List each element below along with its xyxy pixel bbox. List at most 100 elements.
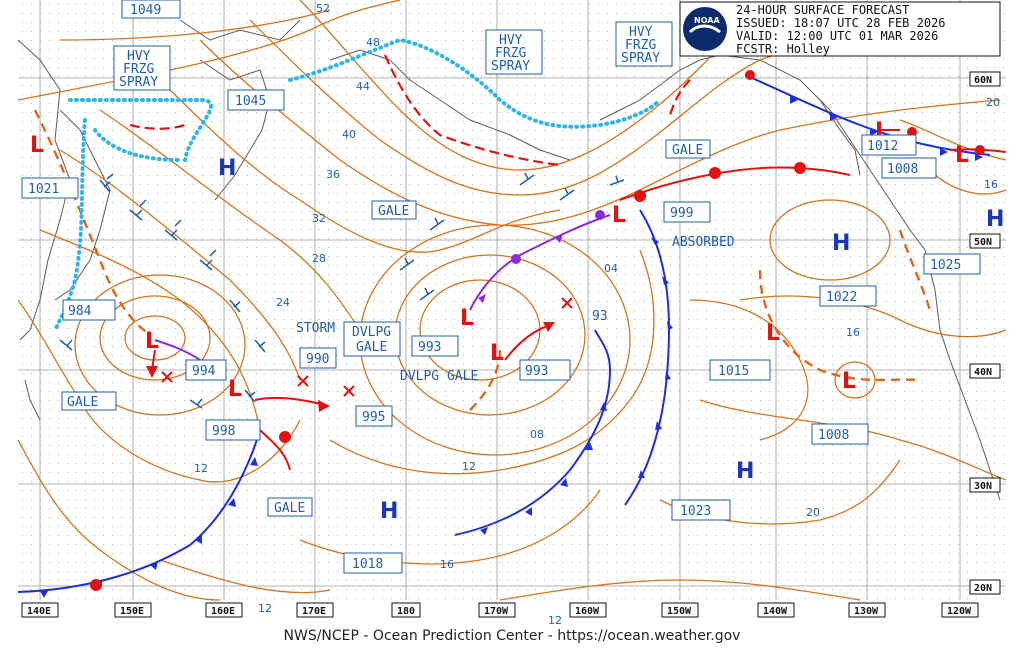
latitude-labels: 60N 50N 40N 30N 20N: [969, 71, 1001, 595]
pressure-label: 993: [418, 340, 441, 355]
pressure-label: 1049: [130, 3, 161, 18]
pressure-label: 1023: [680, 504, 711, 519]
lat-label: 60N: [974, 75, 992, 86]
lon-label: 140E: [27, 606, 51, 617]
lon-label: 160W: [575, 606, 600, 617]
isobar-value: 48: [366, 36, 380, 49]
pressure-label: 1008: [887, 162, 918, 177]
pressure-label: 984: [68, 304, 92, 319]
pressure-label: 990: [306, 352, 329, 367]
high-centers: H H H H H: [218, 156, 1004, 524]
pressure-label: 1022: [826, 290, 857, 305]
lat-label: 40N: [974, 367, 992, 378]
isobar-value: 16: [984, 178, 998, 191]
lon-label: 170W: [484, 606, 509, 617]
high-symbol: H: [832, 231, 850, 256]
spray-label: SPRAY: [621, 51, 660, 66]
spray-label: SPRAY: [491, 59, 530, 74]
isobar-value: 24: [276, 296, 290, 309]
new-label: STORM: [296, 321, 335, 336]
low-symbol: L: [490, 341, 504, 366]
lon-label: 170E: [302, 606, 326, 617]
longitude-labels: 140E 150E 160E 170E 180 170W 160W 150W 1…: [21, 602, 979, 618]
isobar-value: 12: [462, 460, 476, 473]
gale-label: GALE: [274, 501, 305, 516]
isobar-labels: 52 48 44 40 36 32 28 24 20 16 12 08 04 9…: [194, 2, 1000, 627]
spray-label: HVY: [629, 25, 653, 40]
pressure-label: 993: [525, 364, 548, 379]
freezing-spray-zones: [129, 54, 691, 167]
pressure-label: 1021: [28, 182, 59, 197]
pressure-label: 1015: [718, 364, 749, 379]
spray-label: FRZG: [625, 38, 656, 53]
header-issued: ISSUED: 18:07 UTC 28 FEB 2026: [736, 16, 946, 30]
pressure-label: 998: [212, 424, 235, 439]
low-symbol: L: [145, 329, 159, 354]
cold-front-barbs: [40, 95, 983, 598]
isobar-value: 16: [846, 326, 860, 339]
header-valid: VALID: 12:00 UTC 01 MAR 2026: [736, 29, 938, 43]
low-symbol: L: [842, 369, 856, 394]
absorbed-label: DVLPG GALE: [400, 369, 478, 384]
isobar-value: 36: [326, 168, 340, 181]
high-symbol: H: [218, 156, 236, 181]
spray-label: FRZG: [495, 46, 526, 61]
low-symbol: L: [460, 306, 474, 331]
absorbed-label: ABSORBED: [672, 235, 735, 250]
noaa-logo-icon: [683, 7, 727, 51]
pressure-label: 1025: [930, 258, 961, 273]
header-forecaster: FCSTR: Holley: [736, 42, 830, 56]
lon-label: 180: [397, 606, 415, 617]
isobar-value: 20: [806, 506, 820, 519]
cold-fronts: [17, 74, 991, 593]
pressure-label: 1045: [235, 94, 266, 109]
occluded-fronts: [154, 214, 611, 361]
pressure-label: 994: [192, 364, 216, 379]
warm-fronts: [259, 129, 1007, 471]
lon-label: 160E: [211, 606, 235, 617]
isobar-value: 04: [604, 262, 618, 275]
isobars: [17, 0, 1007, 601]
pressure-label: 999: [670, 206, 693, 221]
spray-label: HVY: [499, 33, 523, 48]
pressure-label: 1012: [867, 139, 898, 154]
gale-label: GALE: [378, 204, 409, 219]
pressure-label: 1018: [352, 557, 383, 572]
lon-label: 130W: [854, 606, 879, 617]
pressure-boxes: 1049 1045 1021 984 994 998 990 995 993 9…: [21, 0, 981, 574]
lon-label: 120W: [947, 606, 972, 617]
isobar-value: 32: [312, 212, 326, 225]
spray-label: SPRAY: [119, 75, 158, 90]
high-symbol: H: [380, 499, 398, 524]
lon-label: 140W: [763, 606, 788, 617]
low-symbol: L: [228, 377, 242, 402]
occluded-symbols: [478, 210, 605, 303]
pressure-label: 1008: [818, 428, 849, 443]
lat-label: 30N: [974, 481, 992, 492]
isobar-value: 44: [356, 80, 370, 93]
high-symbol: H: [736, 459, 754, 484]
isobar-value: 40: [342, 128, 356, 141]
footer-credit: NWS/NCEP - Ocean Prediction Center - htt…: [283, 628, 741, 644]
low-symbol: L: [766, 321, 780, 346]
noaa-logo-text: NOAA: [694, 16, 720, 25]
isobar-value: 20: [986, 96, 1000, 109]
lon-label: 150E: [120, 606, 144, 617]
isobar-value: 16: [440, 558, 454, 571]
lat-label: 50N: [974, 237, 992, 248]
isobar-value: 08: [530, 428, 544, 441]
spray-label: HVY: [127, 49, 151, 64]
header-title: 24-HOUR SURFACE FORECAST: [736, 3, 909, 17]
lat-label: 20N: [974, 583, 992, 594]
forecast-x-marks: [161, 297, 573, 397]
high-symbol: H: [986, 207, 1004, 232]
forecast-header: NOAA 24-HOUR SURFACE FORECAST ISSUED: 18…: [679, 1, 1001, 57]
troughs: [33, 109, 932, 411]
warning-boxes: GALE GALE GALE GALE STORM DVLPG GALE DVL…: [61, 21, 735, 517]
spray-label: FRZG: [123, 62, 154, 77]
storm-label: GALE: [67, 395, 98, 410]
isobar-value: 12: [548, 614, 562, 627]
isobar-value: 28: [312, 252, 326, 265]
gale-label: GALE: [672, 143, 703, 158]
